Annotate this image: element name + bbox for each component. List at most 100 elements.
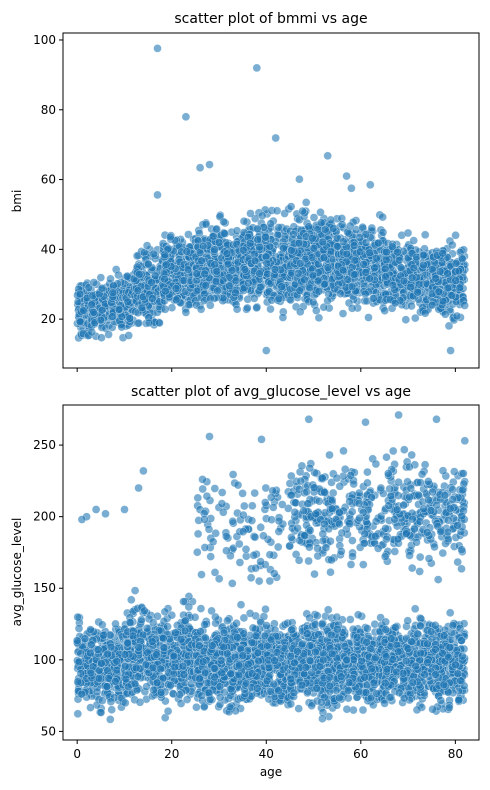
scatter-point [232,304,242,314]
scatter-point [97,659,106,668]
scatter-point [246,209,255,218]
scatter-point [160,250,169,260]
scatter-point [349,241,359,250]
scatter-point [277,282,286,291]
scatter-point [361,289,370,299]
scatter-point [130,586,140,595]
scatter-point [262,676,272,686]
scatter-point [413,287,422,297]
scatter-point [289,230,298,239]
scatter-point [443,269,452,278]
y-tick-label: 60 [41,173,56,187]
scatter-point [312,306,321,315]
scatter-point [244,278,253,288]
scatter-point [343,275,353,284]
scatter-point [106,715,115,724]
scatter-point [124,331,133,340]
scatter-point [226,669,235,678]
scatter-point [162,260,171,269]
scatter-point [152,678,162,688]
scatter-point [266,219,275,228]
scatter-point [180,626,190,636]
scatter-point [355,233,364,242]
scatter-point [286,295,295,305]
scatter-point [336,289,345,298]
scatter-point [427,300,437,310]
scatter-points [72,410,470,724]
scatter-point [250,294,259,303]
glucose-vs-age-subplot: scatter plot of avg_glucose_level vs age… [10,384,480,779]
scatter-point [300,275,309,285]
scatter-point [87,640,96,649]
scatter-point [195,674,204,684]
scatter-point [73,677,83,686]
scatter-point [271,133,280,143]
scatter-point [182,247,192,256]
scatter-point [446,346,455,355]
scatter-point [266,304,275,314]
scatter-point [123,297,133,307]
scatter-point [79,306,88,315]
scatter-point [261,604,270,614]
scatter-point [403,228,413,238]
scatter-point [201,633,210,643]
scatter-point [166,232,175,242]
scatter-point [395,256,404,265]
scatter-point [134,318,144,328]
scatter-point [270,265,280,274]
scatter-point [114,270,123,280]
scatter-point [159,643,169,652]
scatter-point [74,657,84,667]
scatter-point [92,687,102,697]
scatter-point [73,709,83,719]
scatter-point [160,274,169,284]
scatter-point [153,190,162,200]
scatter-point [198,657,208,666]
scatter-point [133,286,143,295]
scatter-point [301,198,311,207]
scatter-point [272,206,282,216]
scatter-point [102,682,112,691]
scatter-point [179,597,188,606]
scatter-point [307,253,317,262]
scatter-point [127,595,136,605]
scatter-point [94,645,103,654]
scatter-point [355,247,365,257]
scatter-point [192,702,201,712]
scatter-point [96,708,106,717]
scatter-point [255,242,264,252]
scatter-point [409,236,418,245]
scatter-point [244,659,253,669]
scatter-point [239,246,248,255]
scatter-point [431,274,440,283]
scatter-point [199,702,209,712]
scatter-point [214,238,224,247]
scatter-point [358,222,367,232]
scatter-point [305,283,315,293]
scatter-point [314,287,324,296]
scatter-point [167,610,177,620]
scatter-point [323,263,333,272]
scatter-point [130,679,140,689]
y-axis-label: avg_glucose_level [10,518,24,627]
scatter-point [345,221,355,231]
scatter-point [75,289,85,299]
scatter-point [196,627,205,636]
scatter-point [131,663,141,673]
scatter-point [153,44,162,53]
scatter-point [236,600,246,609]
scatter-point [380,306,389,315]
scatter-point [195,163,205,172]
scatter-point [347,282,357,292]
scatter-point [192,269,201,278]
scatter-point [420,230,430,240]
scatter-point [401,315,411,324]
scatter-point [77,689,87,699]
scatter-point [171,628,180,637]
scatter-point [438,248,447,258]
scatter-point [338,309,348,318]
scatter-point [294,238,304,248]
scatter-point [111,677,120,686]
scatter-point [298,206,307,216]
scatter-point [342,249,352,259]
